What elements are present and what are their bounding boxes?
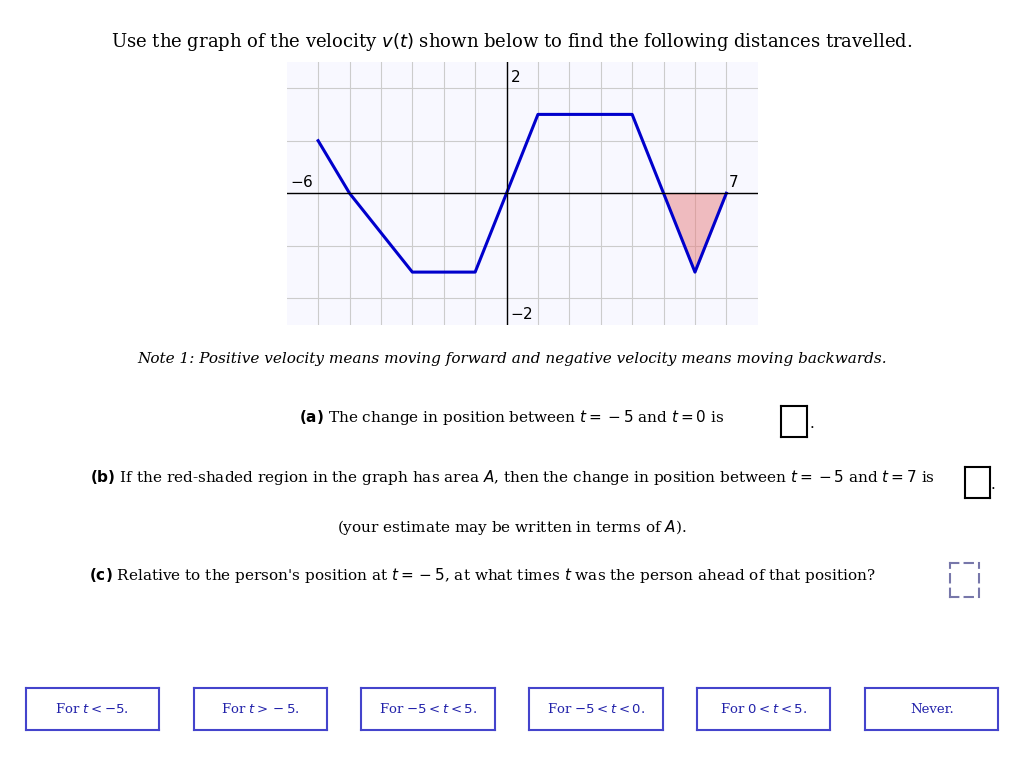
Text: For $-5 < t < 0$.: For $-5 < t < 0$. (547, 702, 645, 717)
Text: $7$: $7$ (728, 174, 738, 190)
Text: Note 1: Positive velocity means moving forward and negative velocity means movin: Note 1: Positive velocity means moving f… (137, 352, 887, 366)
Text: $\mathbf{(a)}$ The change in position between $t = -5$ and $t = 0$ is: $\mathbf{(a)}$ The change in position be… (299, 408, 725, 427)
Text: .: . (990, 478, 995, 492)
Text: Use the graph of the velocity $v(t)$ shown below to find the following distances: Use the graph of the velocity $v(t)$ sho… (112, 31, 912, 53)
Text: For $t > -5$.: For $t > -5$. (220, 702, 300, 717)
Text: For $t < -5$.: For $t < -5$. (55, 702, 129, 717)
Text: $\mathbf{(c)}$ Relative to the person's position at $t = -5$, at what times $t$ : $\mathbf{(c)}$ Relative to the person's … (89, 567, 876, 585)
Text: $-6$: $-6$ (290, 174, 313, 190)
Text: Never.: Never. (910, 703, 953, 716)
Text: $\mathbf{(b)}$ If the red-shaded region in the graph has area $A$, then the chan: $\mathbf{(b)}$ If the red-shaded region … (89, 468, 935, 487)
Text: For $-5 < t < 5$.: For $-5 < t < 5$. (379, 702, 477, 717)
Text: $2$: $2$ (510, 70, 520, 86)
Text: $-2$: $-2$ (510, 306, 532, 322)
Text: .: . (810, 417, 815, 431)
Text: (your estimate may be written in terms of $A$).: (your estimate may be written in terms o… (337, 518, 687, 537)
Text: For $0 < t < 5$.: For $0 < t < 5$. (720, 702, 808, 717)
